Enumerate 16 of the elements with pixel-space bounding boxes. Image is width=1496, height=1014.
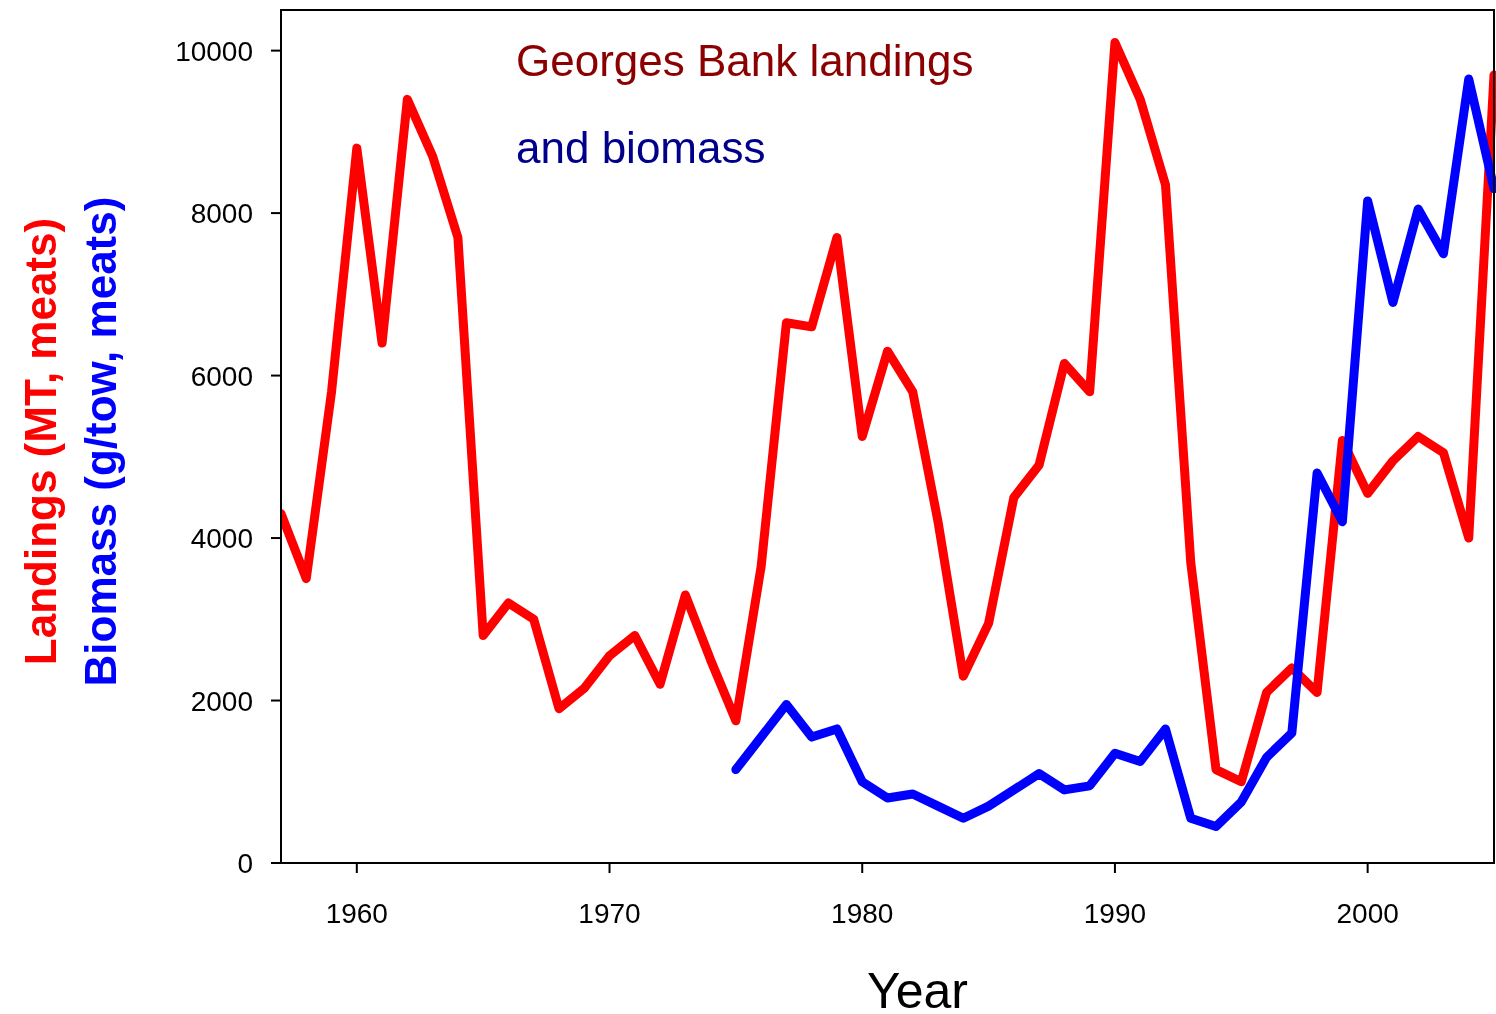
- x-tick-label: 1960: [325, 898, 388, 929]
- y-tick-label: 6000: [190, 360, 253, 392]
- y-tick-label: 10000: [175, 35, 253, 67]
- x-tick-label: 1990: [1083, 898, 1147, 929]
- x-tick-label: 2000: [1336, 898, 1399, 929]
- y-tick-label: 2000: [190, 685, 253, 717]
- annotation: Georges Bank landings: [516, 36, 974, 85]
- text: Biomass (g/tow, meats): [76, 196, 125, 687]
- annotation: and biomass: [516, 123, 766, 172]
- x-axis-title: Year: [866, 963, 969, 1014]
- x-tick-label: 1970: [578, 898, 641, 929]
- text: Landings (MT, meats): [16, 217, 65, 666]
- y-tick-label: 4000: [190, 523, 253, 555]
- x-tick-label: 1980: [831, 898, 894, 929]
- y-tick-label: 0: [237, 848, 253, 879]
- y-tick-label: 8000: [190, 198, 253, 230]
